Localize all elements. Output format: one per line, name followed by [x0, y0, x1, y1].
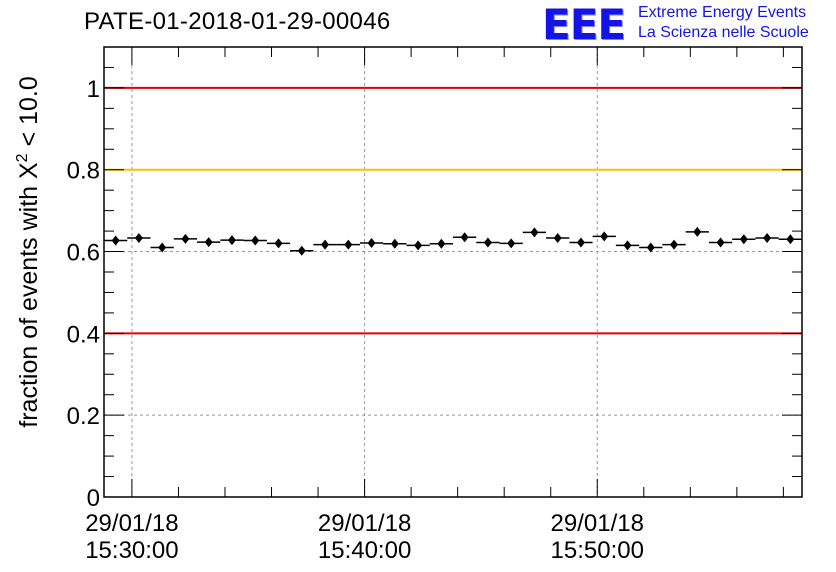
data-marker — [623, 240, 632, 251]
data-point — [150, 242, 174, 253]
data-marker — [553, 233, 562, 244]
y-axis-label-prefix: fraction of events with — [15, 179, 43, 428]
data-point — [499, 238, 523, 249]
eee-logo-mark: EEE — [542, 0, 626, 49]
x-tick-label-date: 29/01/18 — [318, 510, 411, 537]
data-point — [406, 240, 430, 251]
data-marker — [414, 240, 423, 251]
data-marker — [693, 226, 702, 237]
data-point — [708, 237, 733, 248]
data-marker — [204, 237, 213, 248]
reference-lines — [104, 86, 802, 335]
data-point — [313, 239, 337, 250]
data-marker — [390, 238, 399, 249]
data-marker — [507, 238, 516, 249]
x-tick-label-date: 29/01/18 — [85, 510, 178, 537]
data-point — [615, 240, 640, 251]
data-marker — [483, 237, 492, 248]
data-marker — [181, 233, 190, 244]
data-point — [359, 237, 384, 248]
data-point — [778, 234, 802, 245]
x-tick-label-time: 15:40:00 — [318, 537, 411, 564]
data-marker — [646, 242, 655, 253]
data-marker — [297, 245, 306, 256]
data-point — [266, 238, 291, 249]
data-point — [476, 237, 500, 248]
y-axis-label-sup: 2 — [14, 153, 31, 162]
data-point — [639, 242, 663, 253]
y-tick-label: 1 — [87, 76, 100, 103]
y-tick-label: 0.4 — [67, 321, 100, 348]
x-tick-label-time: 15:50:00 — [551, 537, 644, 564]
data-point — [429, 238, 453, 249]
data-marker — [111, 235, 120, 246]
data-marker — [600, 231, 609, 242]
data-point — [173, 233, 198, 244]
x-axis: 29/01/1815:30:0029/01/1815:40:0029/01/18… — [85, 47, 784, 564]
data-point — [522, 227, 547, 238]
y-axis-label-suffix: < 10.0 — [15, 76, 43, 153]
data-marker — [437, 238, 446, 249]
data-marker — [763, 233, 772, 244]
data-point — [569, 237, 593, 248]
data-marker — [274, 238, 283, 249]
plot-frame — [103, 46, 803, 498]
data-marker — [786, 234, 795, 245]
data-point — [290, 245, 314, 256]
data-marker — [739, 234, 748, 245]
logo-line-2: La Scienza nelle Scuole — [638, 24, 809, 41]
grid-layer — [104, 47, 802, 497]
data-point — [685, 226, 709, 237]
data-point — [546, 233, 570, 244]
data-marker — [158, 242, 167, 253]
data-point — [453, 232, 477, 243]
y-axis-label: fraction of events with X2 < 10.0 — [14, 76, 43, 427]
y-axis: 0 0.2 0.4 0.6 0.8 1 — [67, 46, 802, 512]
eee-logo: EEE Extreme Energy Events La Scienza nel… — [542, 0, 832, 49]
chart-title: PATE-01-2018-01-29-00046 — [84, 8, 391, 35]
data-point — [383, 238, 407, 249]
data-point — [755, 233, 779, 244]
data-marker — [576, 237, 585, 248]
data-point — [336, 239, 360, 250]
x-tick-label-date: 29/01/18 — [551, 510, 644, 537]
y-tick-label: 0.2 — [67, 403, 100, 430]
y-tick-label: 0 — [87, 485, 100, 512]
data-marker — [344, 239, 353, 250]
y-tick-label: 0.6 — [67, 240, 100, 267]
x-tick-label-time: 15:30:00 — [85, 537, 178, 564]
logo-line-1: Extreme Energy Events — [638, 4, 807, 21]
plot-frame-rect — [103, 46, 803, 498]
y-axis-label-symbol: X — [15, 162, 43, 179]
data-marker — [460, 232, 469, 243]
data-point — [243, 235, 267, 246]
data-marker — [251, 235, 260, 246]
data-marker — [321, 239, 330, 250]
data-points — [104, 226, 802, 256]
data-point — [197, 237, 221, 248]
data-point — [662, 239, 686, 250]
data-point — [732, 234, 756, 245]
data-point — [592, 231, 616, 242]
data-point — [220, 235, 244, 246]
data-marker — [367, 237, 376, 248]
data-point — [127, 233, 151, 244]
data-point — [104, 235, 128, 246]
data-marker — [134, 233, 143, 244]
data-marker — [716, 237, 725, 248]
data-marker — [227, 235, 236, 246]
y-tick-label: 0.8 — [67, 158, 100, 185]
data-marker — [530, 227, 539, 238]
data-marker — [670, 239, 679, 250]
